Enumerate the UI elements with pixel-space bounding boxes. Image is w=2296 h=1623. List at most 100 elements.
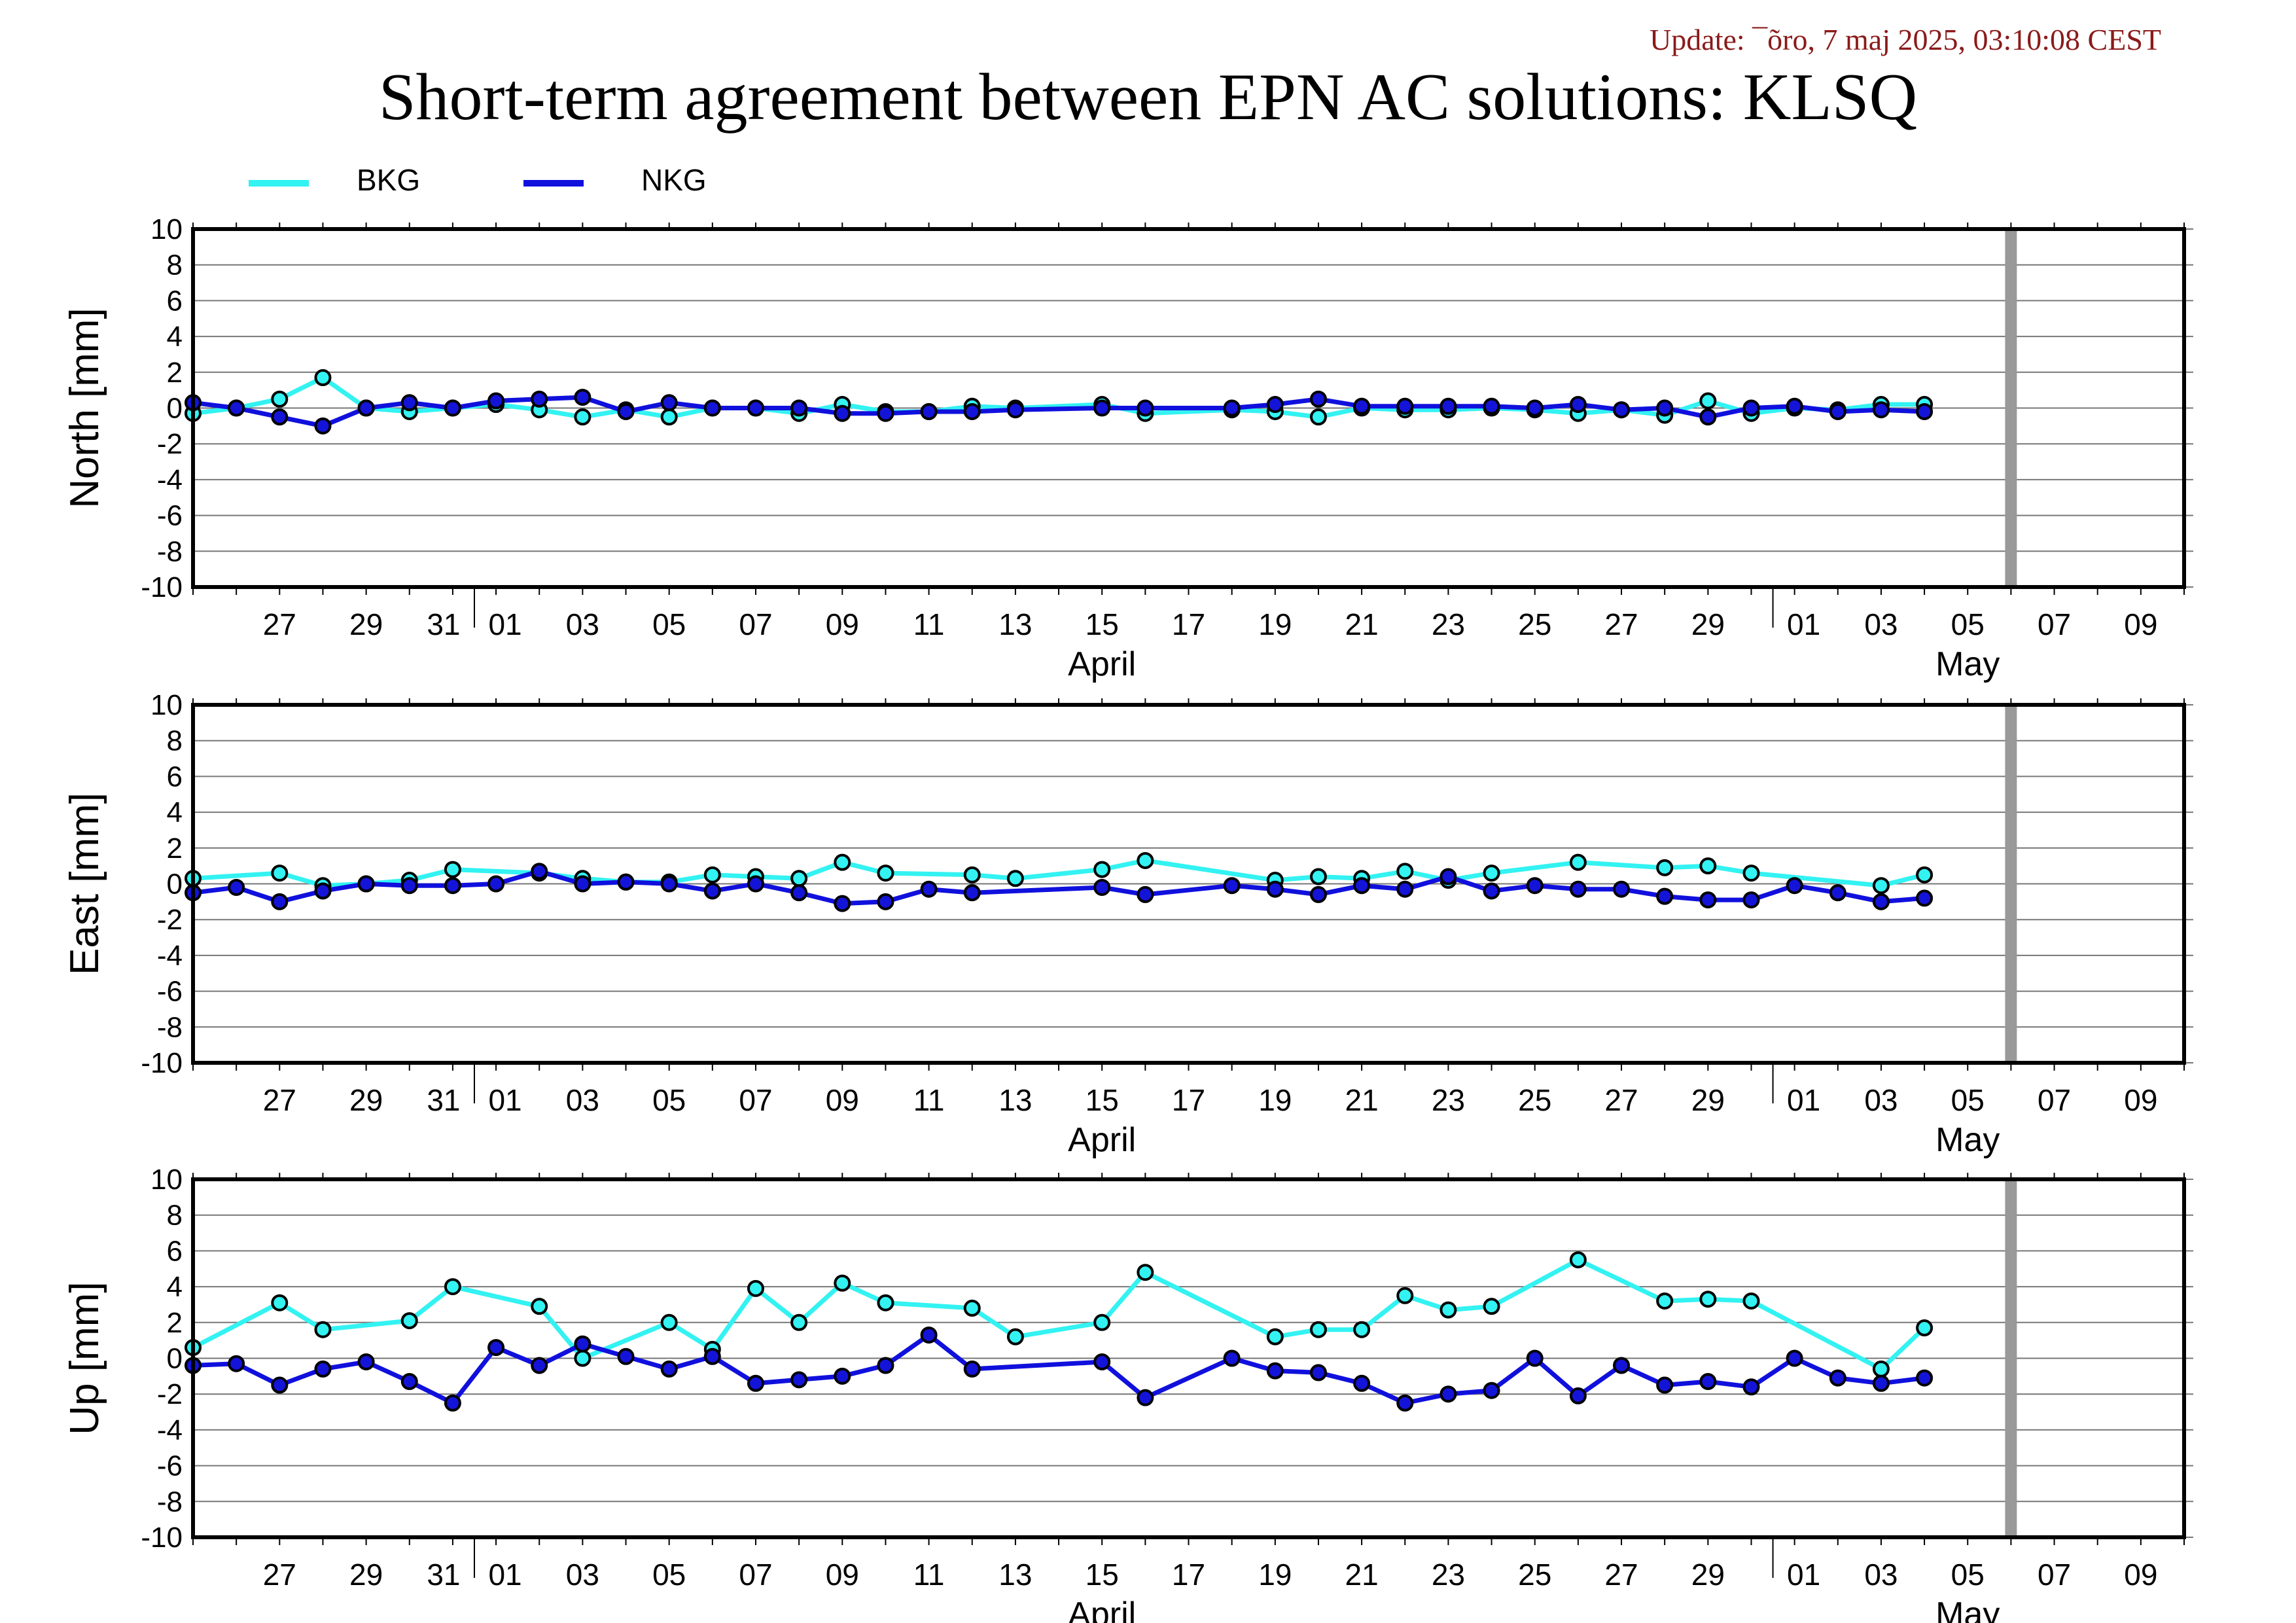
- data-point-bkg: [531, 1298, 548, 1315]
- x-tick-label: 01: [488, 1558, 521, 1592]
- y-tick-label: -10: [141, 1047, 183, 1079]
- data-point-nkg: [1266, 1362, 1284, 1380]
- data-point-nkg: [574, 1335, 592, 1353]
- y-tick-label: -4: [157, 464, 183, 496]
- data-point-nkg: [531, 390, 548, 408]
- data-point-bkg: [271, 390, 289, 408]
- x-tick-label: 05: [652, 1083, 686, 1117]
- data-point-nkg: [1439, 1385, 1457, 1403]
- data-point-nkg: [1742, 399, 1760, 417]
- data-point-nkg: [877, 893, 894, 910]
- y-tick-label: -6: [157, 500, 183, 532]
- data-point-bkg: [1916, 866, 1934, 883]
- data-point-nkg: [1396, 880, 1414, 898]
- x-tick-label: 09: [826, 1558, 859, 1592]
- data-point-nkg: [1569, 880, 1587, 898]
- data-point-bkg: [574, 1349, 592, 1367]
- x-tick-label: 09: [2124, 607, 2157, 641]
- x-tick-label: 29: [349, 607, 383, 641]
- x-tick-label: 11: [913, 1083, 945, 1117]
- month-label: April: [1068, 1596, 1136, 1623]
- data-point-nkg: [271, 408, 289, 426]
- data-point-nkg: [271, 1376, 289, 1394]
- x-tick-label: 29: [349, 1083, 383, 1117]
- plot-frame: [191, 227, 2186, 589]
- data-point-bkg: [877, 865, 894, 882]
- month-label: May: [1935, 1596, 2000, 1623]
- data-point-nkg: [574, 389, 592, 406]
- data-point-bkg: [877, 1294, 894, 1311]
- y-tick-label: 10: [150, 213, 183, 245]
- data-point-nkg: [1699, 1373, 1717, 1391]
- data-point-nkg: [1483, 1382, 1500, 1399]
- data-point-nkg: [487, 875, 505, 893]
- y-tick-label: 2: [167, 1307, 183, 1339]
- data-point-bkg: [1266, 1328, 1284, 1346]
- y-tick-label: -10: [141, 571, 183, 603]
- data-point-bkg: [1742, 865, 1760, 882]
- x-tick-label: 31: [427, 1558, 460, 1592]
- data-point-nkg: [314, 1360, 332, 1378]
- y-axis-label: East [mm]: [62, 793, 107, 975]
- data-point-bkg: [963, 1299, 981, 1317]
- x-tick-label: 07: [739, 607, 772, 641]
- data-point-nkg: [400, 877, 418, 895]
- data-point-nkg: [271, 893, 289, 910]
- x-tick-label: 01: [1787, 1558, 1820, 1592]
- x-tick-label: 23: [1432, 607, 1465, 641]
- data-point-nkg: [400, 394, 418, 412]
- x-tick-label: 13: [998, 1558, 1032, 1592]
- data-point-nkg: [1266, 880, 1284, 898]
- data-point-nkg: [1742, 1378, 1760, 1396]
- data-point-bkg: [834, 1274, 851, 1292]
- data-point-nkg: [1569, 396, 1587, 414]
- x-tick-label: 27: [1604, 1083, 1638, 1117]
- data-point-nkg: [487, 1339, 505, 1357]
- x-tick-label: 13: [998, 1083, 1032, 1117]
- data-point-bkg: [1569, 853, 1587, 871]
- data-point-bkg: [1872, 1360, 1890, 1378]
- data-point-nkg: [1786, 397, 1803, 415]
- x-tick-label: 05: [652, 1558, 686, 1592]
- y-tick-label: -8: [157, 1011, 183, 1043]
- data-point-nkg: [1439, 397, 1457, 415]
- y-tick-label: 10: [150, 1164, 183, 1196]
- month-label: April: [1068, 1121, 1136, 1159]
- y-tick-label: -2: [157, 904, 183, 936]
- x-tick-label: 27: [1604, 607, 1638, 641]
- x-tick-label: 15: [1086, 607, 1119, 641]
- data-point-bkg: [790, 870, 808, 887]
- data-point-nkg: [357, 1353, 375, 1370]
- data-point-nkg: [1916, 402, 1934, 420]
- data-point-nkg: [660, 875, 678, 893]
- data-point-nkg: [1223, 877, 1241, 895]
- data-point-nkg: [1699, 891, 1717, 909]
- data-point-nkg: [1526, 1349, 1544, 1367]
- data-point-bkg: [1742, 1292, 1760, 1310]
- data-point-nkg: [1742, 891, 1760, 909]
- data-point-nkg: [1699, 408, 1717, 426]
- series-line-bkg: [192, 1257, 1926, 1372]
- data-point-nkg: [834, 404, 851, 422]
- data-point-nkg: [920, 1326, 938, 1344]
- plot-frame: [191, 1177, 2186, 1539]
- y-tick-label: 0: [167, 868, 183, 901]
- data-point-nkg: [228, 878, 245, 896]
- data-point-nkg: [228, 399, 245, 417]
- month-label: May: [1935, 1121, 2000, 1159]
- x-tick-label: 03: [1864, 1083, 1898, 1117]
- data-point-bkg: [1872, 877, 1890, 895]
- x-tick-label: 25: [1518, 1083, 1551, 1117]
- x-tick-label: 03: [1864, 607, 1898, 641]
- month-label: April: [1068, 645, 1136, 683]
- x-tick-label: 29: [1691, 1558, 1725, 1592]
- data-point-nkg: [920, 402, 938, 420]
- data-point-nkg: [1093, 878, 1111, 896]
- x-tick-label: 09: [2124, 1558, 2157, 1592]
- data-point-bkg: [1006, 1328, 1024, 1346]
- x-tick-label: 03: [566, 607, 599, 641]
- data-point-nkg: [660, 1360, 678, 1378]
- x-tick-label: 09: [2124, 1083, 2157, 1117]
- data-point-bkg: [1656, 859, 1674, 876]
- data-point-nkg: [1613, 401, 1631, 419]
